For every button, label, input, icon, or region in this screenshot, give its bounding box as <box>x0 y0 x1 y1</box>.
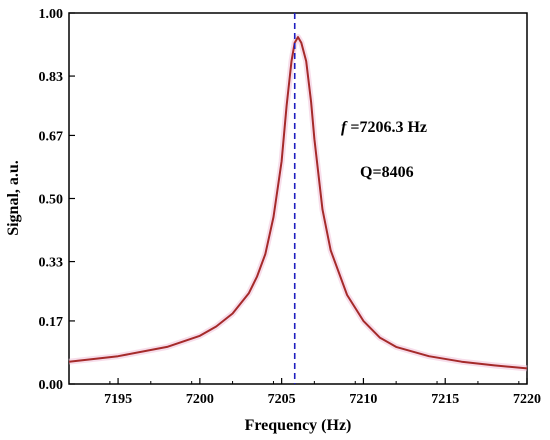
x-tick-label: 7195 <box>104 392 132 407</box>
series-halo <box>68 34 528 372</box>
y-tick-label: 0.67 <box>39 129 64 144</box>
x-tick-label: 7200 <box>186 392 214 407</box>
series-line <box>68 36 528 370</box>
x-axis-title: Frequency (Hz) <box>245 417 352 434</box>
q-factor-annotation: Q=8406 <box>360 164 414 181</box>
y-tick-label: 0.17 <box>39 315 64 330</box>
y-tick-label: 0.50 <box>39 193 64 208</box>
frequency-symbol: f <box>341 119 348 136</box>
y-tick-label: 0.83 <box>39 70 64 85</box>
y-tick-label: 0.00 <box>39 378 64 393</box>
y-axis-title: Signal, a.u. <box>5 160 22 236</box>
y-tick-label: 1.00 <box>39 7 64 22</box>
frequency-annotation: f =7206.3 Hz <box>341 119 427 136</box>
axes: 7195 7200 7205 7210 7215 7220 0.00 0.17 0.33 0.50… <box>39 7 542 407</box>
x-tick-label: 7220 <box>513 392 541 407</box>
frequency-value: =7206.3 Hz <box>346 119 427 136</box>
x-tick-label: 7215 <box>431 392 459 407</box>
plot-frame <box>68 12 528 385</box>
y-tick-label: 0.33 <box>39 256 64 271</box>
x-tick-label: 7205 <box>268 392 296 407</box>
plot-area <box>68 13 528 384</box>
x-tick-label: 7210 <box>349 392 377 407</box>
